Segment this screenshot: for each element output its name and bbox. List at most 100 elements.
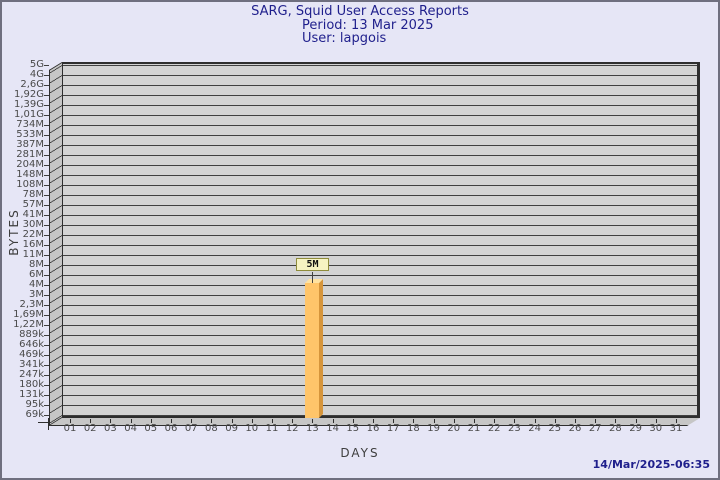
y-axis-tick-mark [44, 135, 49, 136]
x-axis-tick-mark [110, 419, 112, 423]
bar-day13-top [305, 279, 323, 283]
chart-period: Period: 13 Mar 2025 [302, 18, 434, 33]
y-axis-tick-mark [44, 235, 49, 236]
x-axis-tick-mark [514, 419, 516, 423]
y-axis-tick-label: 469k [19, 349, 44, 360]
y-axis-tick-mark [44, 115, 49, 116]
x-axis-tick-label: 12 [285, 423, 299, 434]
y-axis-tick-label: 41M [22, 209, 44, 220]
bar-value-callout-line [312, 272, 313, 283]
x-axis-tick-label: 04 [124, 423, 137, 434]
x-axis-tick-label: 13 [306, 423, 319, 434]
y-axis-tick-mark [44, 165, 49, 166]
y-axis-tick-mark [44, 365, 49, 366]
y-axis-tick-mark [44, 275, 49, 276]
bar-value-label: 5M [296, 258, 329, 271]
y-axis-tick-label: 8M [29, 259, 44, 270]
y-axis-tick-mark [44, 295, 49, 296]
x-axis-tick-label: 07 [184, 423, 198, 434]
y-axis-tick-label: 533M [16, 129, 44, 140]
y-axis-tick-label: 2,6G [20, 79, 44, 90]
x-axis-tick-mark [615, 419, 617, 423]
x-axis-tick-mark [332, 419, 334, 423]
x-axis-tick-mark [595, 419, 597, 423]
x-axis-tick-mark [171, 419, 172, 423]
y-axis-title: BYTES [7, 208, 21, 256]
x-axis-tick-label: 01 [63, 423, 77, 434]
x-axis-tick-label: 17 [386, 423, 400, 434]
x-axis-tick-label: 02 [83, 423, 97, 434]
x-axis-tick-mark [292, 419, 294, 423]
y-axis-tick-mark [44, 335, 49, 336]
x-axis-tick-label: 05 [144, 423, 158, 434]
x-axis-tick-label: 19 [427, 423, 440, 434]
y-axis-tick-label: 204M [16, 159, 44, 170]
x-axis-tick-mark [211, 419, 213, 423]
x-axis-tick-mark [393, 419, 395, 423]
y-axis-tick-mark [44, 65, 49, 66]
y-axis-tick-mark [44, 305, 49, 306]
x-axis-title: DAYS [340, 446, 380, 460]
y-axis-tick-mark [44, 375, 49, 376]
y-axis-tick-label: 180k [19, 379, 44, 390]
y-axis-tick-label: 22M [22, 229, 44, 240]
y-axis-tick-mark [44, 125, 49, 126]
y-axis-tick-label: 341k [19, 359, 44, 370]
y-axis-tick-label: 646k [19, 339, 44, 350]
x-axis-tick-mark [494, 419, 496, 423]
y-axis-tick-label: 2,3M [19, 299, 44, 310]
y-axis-tick-label: 30M [22, 219, 44, 230]
y-axis-tick-mark [44, 385, 49, 386]
y-axis-tick-label: 11M [22, 249, 44, 260]
y-axis-tick-mark [44, 175, 49, 176]
x-axis-tick-label: 25 [548, 423, 562, 434]
y-axis-tick-label: 131k [19, 389, 44, 400]
y-axis-tick-label: 281M [16, 149, 44, 160]
x-axis-tick-label: 03 [104, 423, 117, 434]
x-axis-tick-mark [150, 419, 152, 423]
y-axis-tick-label: 108M [16, 179, 44, 190]
y-axis-tick-label: 95k [25, 399, 44, 410]
x-axis-tick-label: 27 [588, 423, 602, 434]
y-axis-tick-mark [44, 345, 49, 346]
y-axis-tick-label: 78M [22, 189, 44, 200]
y-axis-tick-label: 734M [16, 119, 44, 130]
y-axis-tick-label: 5G [29, 59, 44, 70]
x-axis-tick-mark [433, 419, 435, 423]
y-axis-tick-mark [44, 75, 49, 76]
x-axis-tick-mark [655, 419, 657, 423]
y-axis-tick-label: 1,69M [13, 309, 44, 320]
y-axis-tick-label: 1,22M [13, 319, 44, 330]
x-axis-tick-mark [251, 419, 253, 423]
x-axis-tick-label: 15 [346, 423, 360, 434]
x-axis-tick-mark [474, 419, 475, 423]
y-axis-tick-mark [44, 205, 49, 206]
x-axis-tick-label: 11 [265, 423, 279, 434]
x-axis-tick-label: 30 [649, 423, 663, 434]
y-axis-tick-label: 3M [29, 289, 44, 300]
plot-area [62, 62, 700, 418]
y-axis-tick-mark [44, 255, 49, 256]
y-axis-tick-label: 16M [22, 239, 44, 250]
x-axis-tick-mark [676, 419, 677, 423]
chart-subtitle: Period: 13 Mar 2025 User: lapgois [302, 19, 433, 45]
x-axis-tick-mark [130, 419, 132, 423]
x-axis-tick-label: 31 [669, 423, 683, 434]
y-axis-tick-mark [44, 285, 49, 286]
x-axis-tick-mark [373, 419, 374, 423]
x-axis-tick-mark [554, 419, 556, 423]
y-axis-tick-mark [44, 105, 49, 106]
y-axis-tick-mark [44, 155, 49, 156]
x-axis-tick-label: 14 [326, 423, 339, 434]
y-axis-tick-mark [44, 315, 49, 316]
x-axis-tick-label: 09 [225, 423, 238, 434]
chart-user: User: lapgois [302, 31, 387, 46]
y-axis-tick-mark [44, 355, 49, 356]
y-axis-corner-tick [38, 422, 49, 423]
x-axis-tick-label: 26 [568, 423, 582, 434]
y-axis-tick-label: 1,01G [13, 109, 44, 120]
y-axis-tick-mark [44, 325, 49, 326]
y-axis-tick-mark [44, 415, 49, 416]
x-axis-tick-mark [635, 419, 637, 423]
y-axis-tick-label: 4G [29, 69, 44, 80]
